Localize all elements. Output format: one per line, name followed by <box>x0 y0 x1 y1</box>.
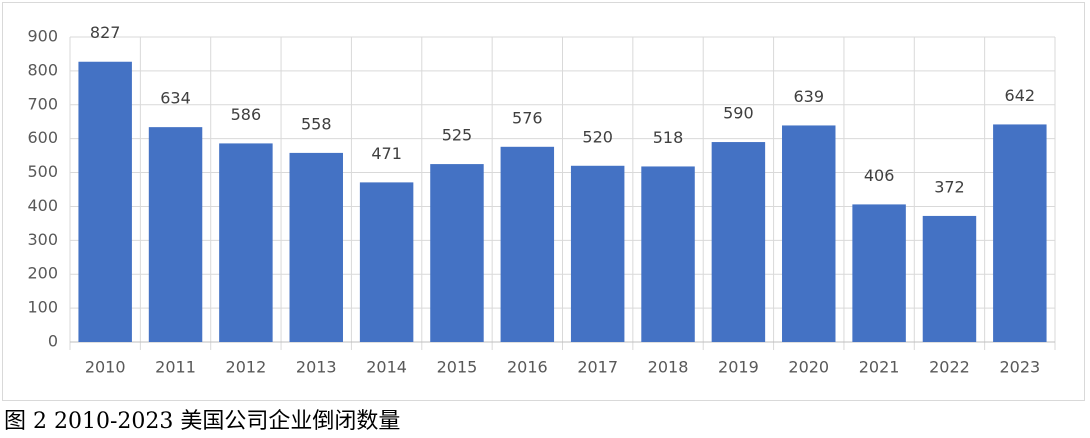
bar <box>852 204 906 342</box>
data-label: 639 <box>793 87 824 106</box>
bar <box>993 124 1047 342</box>
data-label: 634 <box>160 89 191 108</box>
data-label: 406 <box>864 166 895 185</box>
x-tick-label: 2022 <box>929 358 970 377</box>
chart-caption: 图 2 2010-2023 美国公司企业倒闭数量 <box>4 409 400 434</box>
bar <box>289 152 343 342</box>
bar <box>219 143 273 342</box>
y-tick-label: 700 <box>27 94 58 113</box>
x-tick-label: 2018 <box>648 358 689 377</box>
data-label: 520 <box>582 127 613 146</box>
data-label: 576 <box>512 108 543 127</box>
x-tick-label: 2019 <box>718 358 759 377</box>
y-tick-label: 0 <box>48 332 58 351</box>
x-tick-label: 2010 <box>85 358 126 377</box>
y-tick-label: 300 <box>27 230 58 249</box>
x-tick-label: 2011 <box>155 358 196 377</box>
data-label: 586 <box>231 105 262 124</box>
x-tick-label: 2020 <box>788 358 829 377</box>
bar <box>78 61 132 342</box>
data-label: 471 <box>371 144 402 163</box>
data-label: 642 <box>1005 86 1036 105</box>
bar <box>711 142 766 342</box>
y-tick-label: 100 <box>27 298 58 317</box>
data-label: 827 <box>90 23 121 42</box>
x-tick-label: 2012 <box>226 358 267 377</box>
y-tick-label: 400 <box>27 196 58 215</box>
x-tick-label: 2016 <box>507 358 548 377</box>
bar <box>782 125 836 342</box>
y-tick-label: 500 <box>27 162 58 181</box>
data-label: 558 <box>301 114 332 133</box>
y-tick-label: 600 <box>27 128 58 147</box>
bar <box>922 215 977 342</box>
y-tick-label: 200 <box>27 264 58 283</box>
x-tick-label: 2023 <box>999 358 1040 377</box>
x-tick-label: 2013 <box>296 358 337 377</box>
data-label: 518 <box>653 128 684 147</box>
y-tick-label: 800 <box>27 60 58 79</box>
x-tick-label: 2017 <box>577 358 618 377</box>
bar <box>359 182 414 342</box>
bar <box>641 166 695 342</box>
x-tick-label: 2015 <box>437 358 478 377</box>
data-label: 525 <box>442 126 473 145</box>
bar <box>430 164 484 342</box>
x-tick-label: 2021 <box>859 358 900 377</box>
bar <box>148 127 203 343</box>
y-tick-label: 900 <box>27 27 58 46</box>
bar <box>570 165 625 342</box>
data-label: 372 <box>934 177 965 196</box>
x-tick-label: 2014 <box>366 358 407 377</box>
data-label: 590 <box>723 104 754 123</box>
bar <box>500 146 555 342</box>
